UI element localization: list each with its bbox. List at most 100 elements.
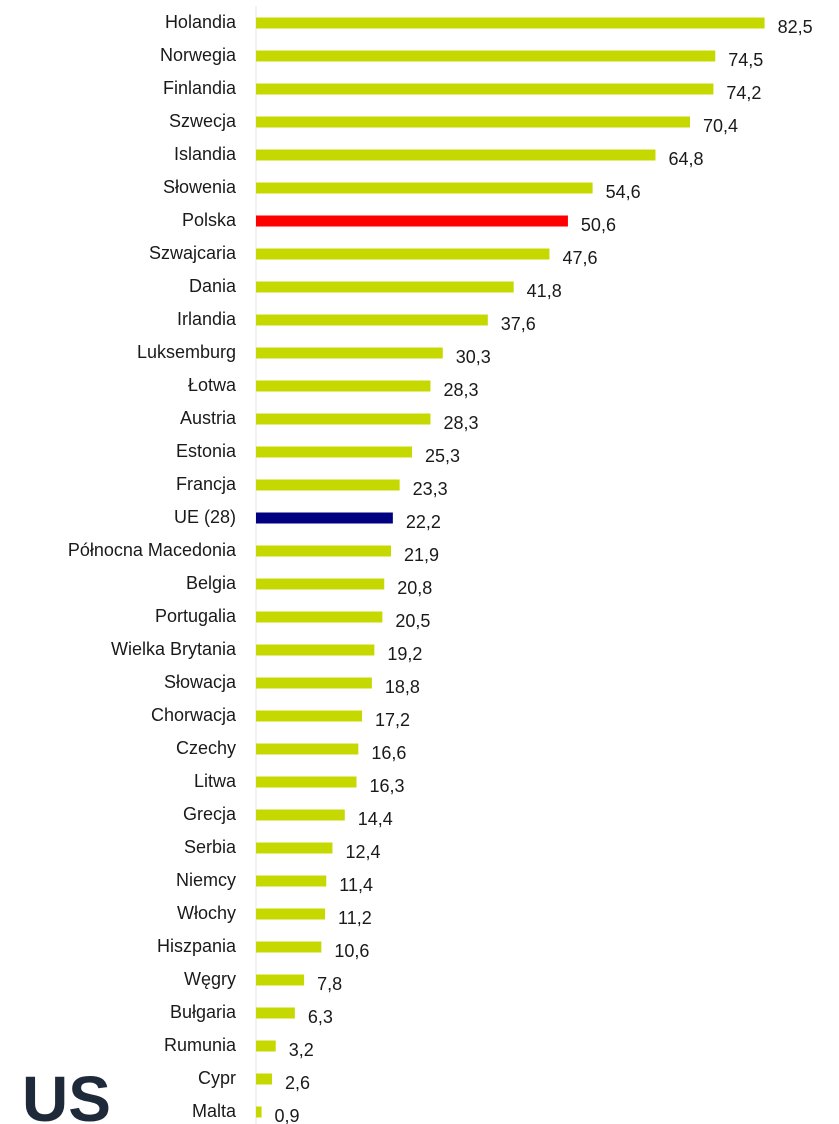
value-label: 17,2: [375, 710, 410, 730]
category-label: UE (28): [174, 507, 236, 527]
value-label: 64,8: [668, 149, 703, 169]
category-label: Luksemburg: [137, 342, 236, 362]
bar: [256, 809, 345, 821]
logo: US: [22, 1063, 111, 1124]
bar: [256, 776, 357, 788]
bar: [256, 413, 431, 425]
bar: [256, 545, 392, 557]
bar: [256, 677, 372, 689]
value-label: 16,3: [369, 776, 404, 796]
bar: [256, 215, 568, 227]
value-label: 11,4: [339, 875, 373, 895]
category-label: Polska: [182, 210, 237, 230]
category-label: Francja: [176, 474, 237, 494]
value-label: 28,3: [443, 413, 478, 433]
value-label: 21,9: [404, 545, 439, 565]
bar: [256, 710, 363, 722]
value-label: 0,9: [275, 1106, 300, 1124]
bar: [256, 479, 400, 491]
category-label: Szwecja: [169, 111, 237, 131]
category-label: Malta: [192, 1101, 237, 1121]
bar: [256, 974, 305, 986]
value-label: 6,3: [308, 1007, 333, 1027]
bar: [256, 1007, 295, 1019]
category-label: Hiszpania: [157, 936, 237, 956]
bar: [256, 17, 765, 29]
bar: [256, 941, 322, 953]
value-label: 14,4: [358, 809, 393, 829]
bar: [256, 281, 514, 293]
value-label: 70,4: [703, 116, 738, 136]
bar: [256, 83, 714, 95]
value-label: 23,3: [413, 479, 448, 499]
bar: [256, 149, 656, 161]
value-label: 74,2: [726, 83, 761, 103]
bar: [256, 842, 333, 854]
category-label: Bułgaria: [170, 1002, 237, 1022]
category-label: Irlandia: [177, 309, 237, 329]
value-label: 10,6: [334, 941, 369, 961]
category-label: Serbia: [184, 837, 237, 857]
category-label: Dania: [189, 276, 237, 296]
category-label: Grecja: [183, 804, 237, 824]
value-label: 47,6: [562, 248, 597, 268]
category-label: Węgry: [184, 969, 236, 989]
bar: [256, 248, 550, 260]
category-label: Włochy: [177, 903, 236, 923]
bar: [256, 512, 393, 524]
category-label: Północna Macedonia: [68, 540, 237, 560]
value-label: 74,5: [728, 50, 763, 70]
value-label: 7,8: [317, 974, 342, 994]
bar: [256, 875, 327, 887]
category-label: Wielka Brytania: [111, 639, 237, 659]
value-label: 54,6: [606, 182, 641, 202]
value-label: 82,5: [778, 17, 813, 37]
value-label: 3,2: [289, 1040, 314, 1060]
bar: [256, 116, 690, 128]
value-label: 20,5: [395, 611, 430, 631]
category-label: Portugalia: [155, 606, 237, 626]
category-label: Łotwa: [188, 375, 237, 395]
category-label: Niemcy: [176, 870, 236, 890]
bar: [256, 182, 593, 194]
value-label: 25,3: [425, 446, 460, 466]
category-label: Szwajcaria: [149, 243, 237, 263]
bar: [256, 446, 412, 458]
category-label: Słowacja: [164, 672, 237, 692]
value-label: 28,3: [443, 380, 478, 400]
category-label: Holandia: [165, 12, 237, 32]
bar: [256, 380, 431, 392]
bar: [256, 908, 326, 920]
value-label: 37,6: [501, 314, 536, 334]
value-label: 50,6: [581, 215, 616, 235]
bar: [256, 1040, 276, 1052]
bar: [256, 611, 383, 623]
value-label: 2,6: [285, 1073, 310, 1093]
value-label: 18,8: [385, 677, 420, 697]
category-label: Cypr: [198, 1068, 236, 1088]
category-label: Belgia: [186, 573, 237, 593]
category-label: Islandia: [174, 144, 237, 164]
bar: [256, 347, 443, 359]
value-label: 11,2: [338, 908, 372, 928]
value-label: 22,2: [406, 512, 441, 532]
category-label: Estonia: [176, 441, 237, 461]
bar: [256, 1073, 273, 1085]
bar: [256, 578, 385, 590]
category-label: Finlandia: [163, 78, 237, 98]
bar: [256, 50, 716, 62]
bar: [256, 743, 359, 755]
bar: [256, 1106, 262, 1118]
bar: [256, 314, 488, 326]
value-label: 19,2: [387, 644, 422, 664]
category-label: Litwa: [194, 771, 237, 791]
value-label: 41,8: [527, 281, 562, 301]
value-label: 30,3: [456, 347, 491, 367]
category-label: Norwegia: [160, 45, 237, 65]
value-label: 20,8: [397, 578, 432, 598]
category-label: Austria: [180, 408, 237, 428]
bar: [256, 644, 375, 656]
value-label: 12,4: [345, 842, 380, 862]
category-label: Chorwacja: [151, 705, 237, 725]
